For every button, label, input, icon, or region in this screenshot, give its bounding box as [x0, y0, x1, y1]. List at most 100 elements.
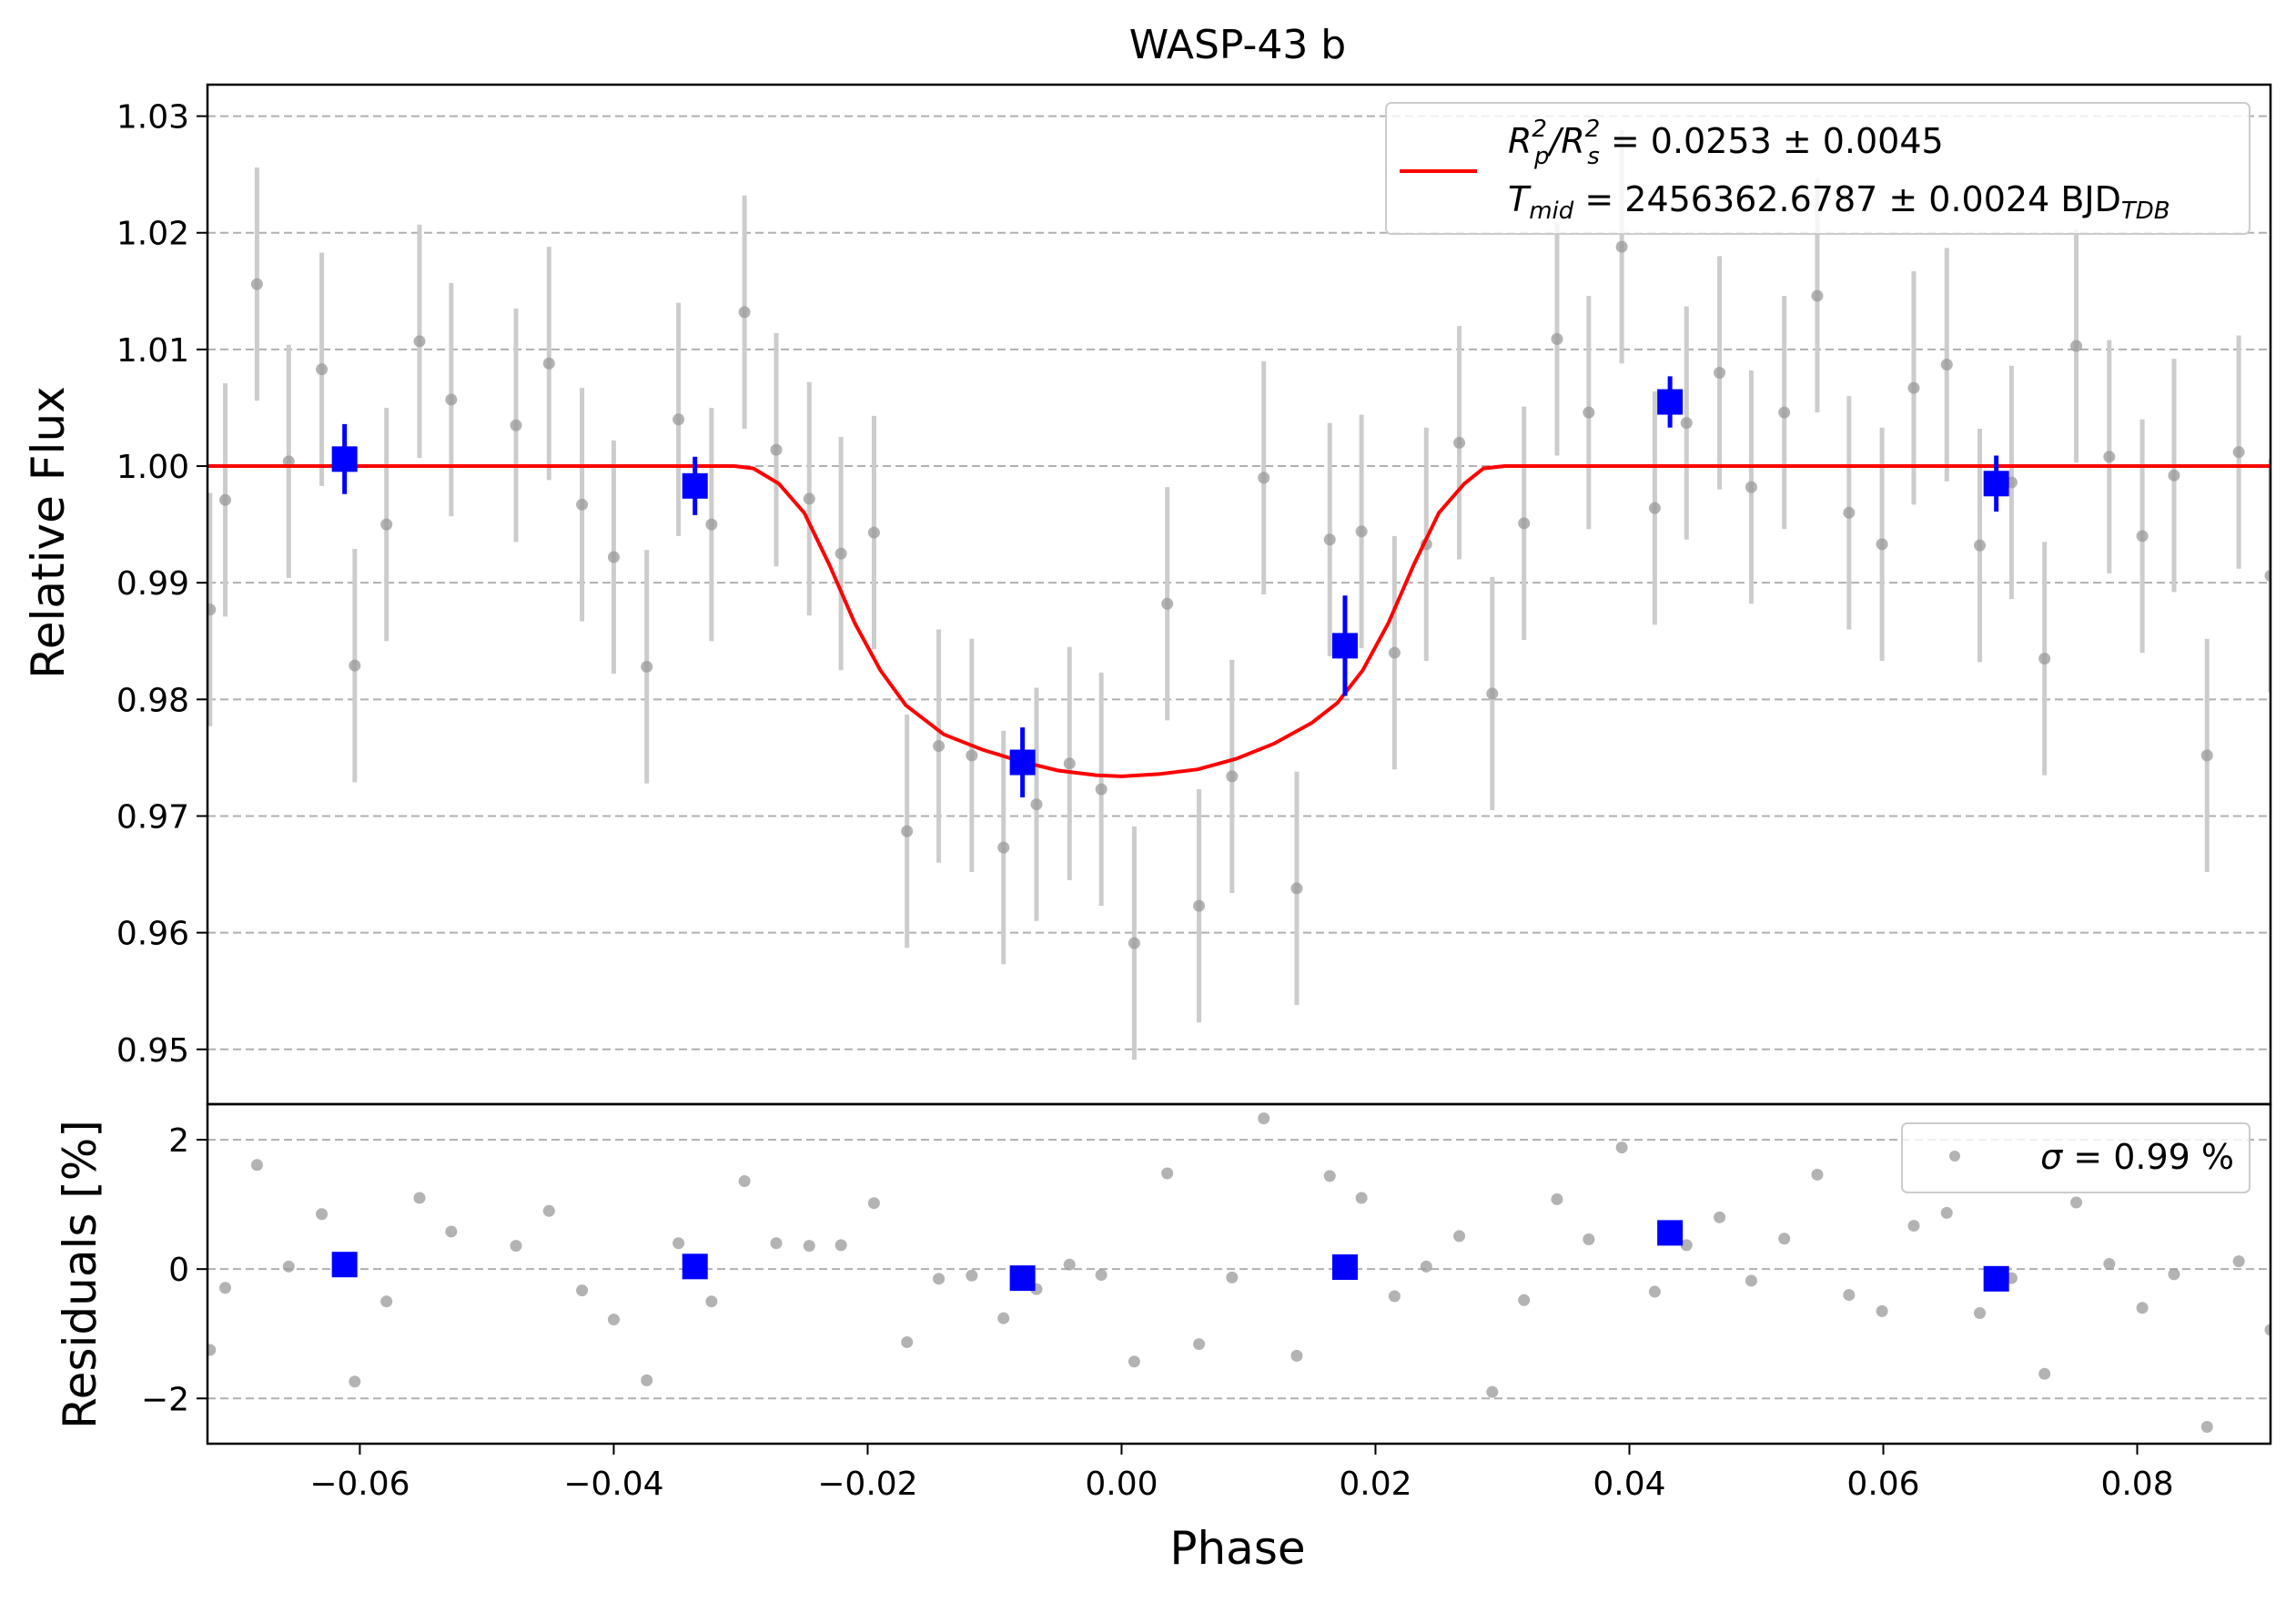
main-y-ticks: 0.95 0.96 0.97 0.98 0.99 1.00 1.01 1.02 1.03 — [116, 99, 207, 1070]
residual-point — [607, 1314, 620, 1326]
residual-point — [1388, 1290, 1401, 1303]
residual-point — [1355, 1192, 1368, 1204]
residual-point — [445, 1225, 458, 1238]
data-point — [1193, 899, 1206, 912]
binned-points — [331, 376, 2009, 797]
residuals-legend: σ = 0.99 % — [1901, 1122, 2250, 1193]
binned-residual — [682, 1253, 708, 1280]
data-point — [738, 306, 751, 319]
data-point — [2038, 652, 2051, 665]
binned-residuals — [331, 1220, 2009, 1292]
residual-point — [1714, 1211, 1726, 1223]
residual-point — [316, 1208, 329, 1221]
data-point — [1974, 539, 1987, 552]
main-y-tick-label: 1.01 — [116, 332, 189, 370]
data-point — [380, 518, 393, 531]
data-point — [219, 493, 232, 506]
x-tick-label: −0.06 — [309, 1466, 410, 1503]
residual-point — [1290, 1349, 1303, 1362]
data-point — [2103, 451, 2116, 463]
data-point — [1030, 798, 1043, 811]
residual-point — [1811, 1168, 1824, 1181]
data-point — [1355, 525, 1368, 538]
data-point — [576, 498, 589, 511]
data-point — [1388, 646, 1401, 659]
data-point — [2136, 530, 2149, 543]
residual-point — [2103, 1257, 2116, 1270]
residuals-y-axis-label: Residuals [%] — [54, 1120, 106, 1429]
data-point — [607, 551, 620, 563]
data-point — [1876, 538, 1888, 551]
residual-point — [1648, 1285, 1661, 1298]
residual-point — [2232, 1255, 2245, 1268]
residual-point — [219, 1282, 232, 1294]
residual-point — [834, 1239, 847, 1252]
residual-point — [510, 1240, 522, 1253]
residual-point — [1680, 1239, 1693, 1252]
residual-point — [380, 1295, 393, 1308]
data-point — [1518, 517, 1531, 530]
main-y-tick-label: 0.99 — [116, 565, 189, 603]
residuals-frame — [206, 1102, 2272, 1446]
residual-point — [1063, 1258, 1076, 1271]
residual-point — [1193, 1338, 1206, 1351]
data-point — [770, 443, 783, 456]
data-point — [1551, 332, 1563, 345]
data-point — [2168, 469, 2180, 482]
transit-model-line — [207, 464, 2271, 778]
residual-point — [1583, 1233, 1595, 1245]
residuals-y-tick-label: −2 — [141, 1381, 189, 1418]
residual-point — [673, 1237, 685, 1250]
residuals-legend-marker — [1949, 1151, 1960, 1162]
residual-point — [1745, 1274, 1757, 1287]
data-point — [803, 492, 815, 505]
data-point — [997, 841, 1010, 854]
residual-point — [282, 1260, 295, 1273]
data-point — [2232, 446, 2245, 459]
data-point — [250, 278, 263, 290]
binned-point — [331, 446, 358, 472]
residuals-y-tick-label: 0 — [168, 1252, 189, 1289]
residual-point — [576, 1284, 589, 1297]
binned-residual — [1009, 1265, 1036, 1292]
residual-point — [1226, 1271, 1239, 1283]
residual-point — [1453, 1230, 1466, 1243]
main-y-tick-label: 0.95 — [116, 1032, 189, 1070]
data-point — [1811, 289, 1824, 302]
x-tick-label: −0.04 — [563, 1466, 663, 1503]
data-point — [2200, 749, 2213, 762]
main-legend: R2 p/R2 s = 0.0253 ± 0.0045 Tmid = 2456362… — [1385, 102, 2250, 235]
residual-point — [1974, 1306, 1987, 1319]
chart-title: WASP-43 b — [1129, 22, 1346, 68]
residual-point — [1323, 1170, 1336, 1182]
residual-point — [1258, 1112, 1270, 1125]
residual-point — [542, 1204, 555, 1217]
residual-point — [966, 1269, 978, 1282]
residual-point — [250, 1159, 263, 1172]
data-point — [510, 419, 522, 431]
data-point — [2070, 340, 2083, 352]
residual-points — [207, 1112, 2271, 1434]
legend-radius-ratio: R2 p/R2 s = 0.0253 ± 0.0045 — [1508, 116, 1944, 170]
data-point — [1583, 406, 1595, 419]
residual-point — [867, 1197, 880, 1210]
residual-point — [1095, 1269, 1108, 1282]
x-tick-label: 0.02 — [1339, 1466, 1411, 1503]
data-point — [1063, 757, 1076, 770]
data-point — [1323, 533, 1336, 546]
x-tick-label: 0.00 — [1085, 1466, 1158, 1503]
residual-point — [1843, 1289, 1856, 1302]
binned-point — [1657, 389, 1684, 415]
main-y-tick-label: 0.98 — [116, 682, 189, 719]
residuals-y-tick-label: 2 — [168, 1122, 189, 1160]
x-axis-ticks: −0.06 −0.04 −0.02 0.00 0.02 0.04 0.06 0.08 — [309, 1444, 2174, 1503]
x-tick-label: 0.08 — [2100, 1466, 2173, 1503]
residual-point — [901, 1335, 914, 1348]
data-points — [207, 240, 2271, 949]
residual-point — [705, 1295, 718, 1308]
residual-point — [349, 1375, 361, 1388]
residuals-y-ticks: −2 0 2 — [141, 1122, 207, 1418]
binned-point — [682, 472, 708, 499]
residual-point — [1551, 1192, 1563, 1205]
